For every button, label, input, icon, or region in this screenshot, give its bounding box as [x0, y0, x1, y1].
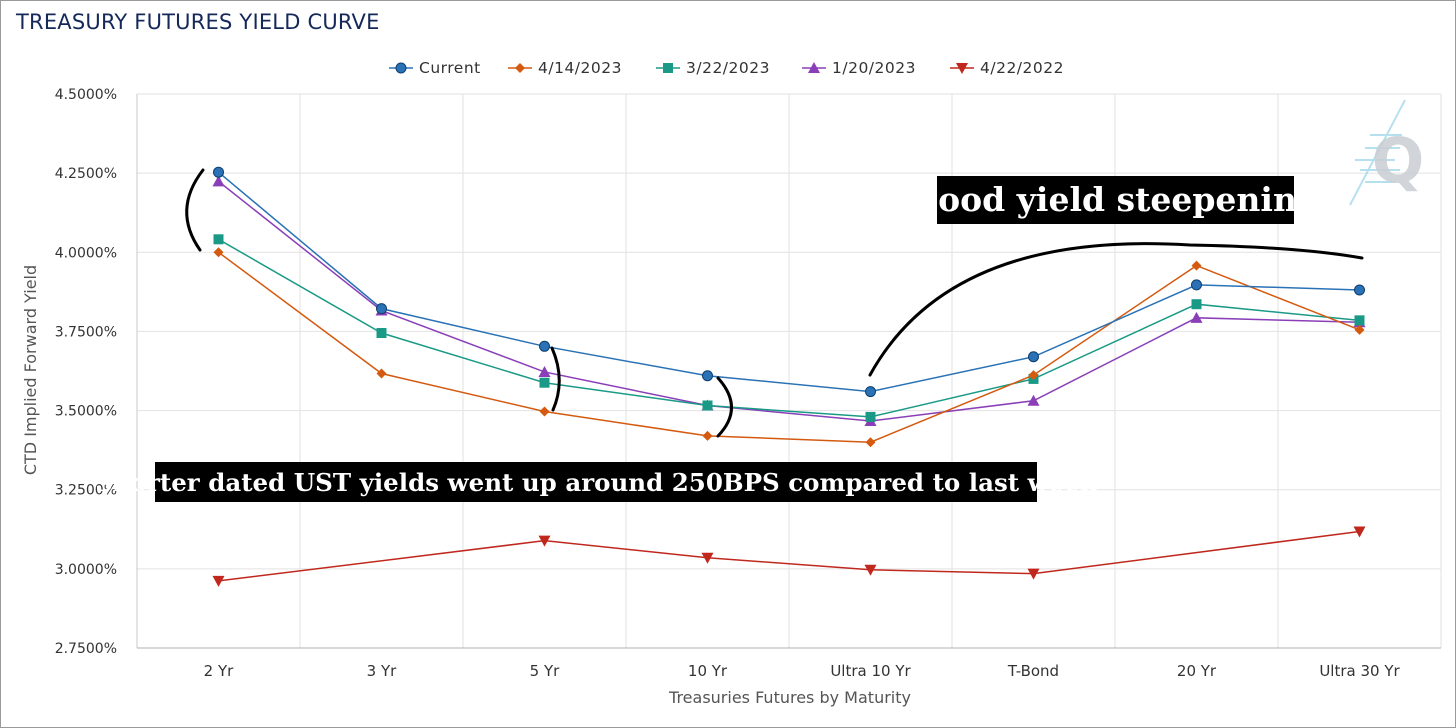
x-tick-label: 20 Yr: [1177, 662, 1217, 680]
y-tick-label: 3.2500%: [55, 483, 117, 499]
annotation-strokes: [185, 168, 1364, 438]
data-point: [539, 340, 550, 352]
annotation-good-steepening: Good yield steepening: [910, 176, 1320, 224]
series-line: [218, 238, 1360, 418]
data-point: [376, 328, 387, 339]
y-axis-title: CTD Implied Forward Yield: [21, 265, 40, 475]
annotation-text-shorter-dated: Shorter dated UST yields went up around …: [95, 468, 1098, 497]
legend-item[interactable]: Current: [389, 59, 481, 77]
data-point: [865, 386, 876, 398]
y-tick-label: 3.5000%: [55, 404, 117, 420]
legend-label: 3/22/2023: [686, 59, 770, 77]
y-tick-label: 4.0000%: [55, 245, 117, 261]
series-line: [218, 180, 1360, 422]
y-tick-label: 4.5000%: [55, 87, 117, 103]
data-point: [1354, 284, 1365, 296]
data-point: [1353, 526, 1366, 538]
data-point: [538, 365, 551, 377]
x-tick-label: 2 Yr: [204, 662, 234, 680]
series-line: [218, 530, 1360, 582]
data-point: [376, 368, 387, 379]
bracket-5yr: [550, 346, 561, 412]
x-tick-label: Ultra 10 Yr: [830, 662, 911, 680]
q-logo-watermark: Q: [1349, 99, 1425, 206]
legend-label: 1/20/2023: [832, 59, 916, 77]
grid-lines: [136, 93, 1442, 649]
data-point: [864, 564, 877, 576]
legend-marker: [956, 63, 968, 74]
data-point: [865, 437, 876, 448]
chart-title: TREASURY FUTURES YIELD CURVE: [16, 10, 380, 34]
data-point: [702, 430, 713, 441]
data-point: [213, 234, 224, 245]
data-point: [212, 575, 225, 587]
y-tick-label: 3.0000%: [55, 562, 117, 578]
y-tick-label: 2.7500%: [55, 641, 117, 657]
data-point: [1354, 324, 1365, 335]
data-point: [1190, 311, 1203, 323]
legend: Current 4/14/2023 3/22/2023 1/20/2023 4/22/2…: [389, 59, 1064, 77]
legend-label: 4/14/2023: [538, 59, 622, 77]
data-point: [538, 535, 551, 547]
legend-marker: [808, 62, 820, 73]
data-point: [213, 166, 224, 178]
legend-marker: [515, 63, 525, 73]
data-point: [1191, 279, 1202, 291]
bracket-10yr: [716, 376, 733, 438]
data-point: [1028, 351, 1039, 363]
data-point: [865, 411, 876, 422]
annotation-text-steepening: Good yield steepening: [910, 180, 1320, 219]
axes: [136, 94, 1441, 649]
data-point: [539, 406, 550, 417]
data-point: [212, 175, 225, 187]
x-tick-label: 5 Yr: [530, 662, 560, 680]
data-point: [702, 370, 713, 382]
x-axis-title: Treasuries Futures by Maturity: [668, 688, 911, 707]
data-point: [1191, 260, 1202, 271]
data-point: [1027, 568, 1040, 580]
legend-item[interactable]: 3/22/2023: [656, 59, 770, 77]
x-tick-label: Ultra 30 Yr: [1319, 662, 1400, 680]
legend-label: Current: [419, 59, 481, 77]
watermark-letter: Q: [1372, 124, 1425, 197]
series-line: [218, 251, 1360, 443]
data-point: [1028, 370, 1039, 381]
data-point: [701, 552, 714, 564]
legend-item[interactable]: 4/14/2023: [508, 59, 622, 77]
series-3-22-2023: [213, 234, 1365, 422]
annotation-shorter-dated: Shorter dated UST yields went up around …: [95, 462, 1098, 502]
x-tick-labels: 2 Yr 3 Yr 5 Yr 10 Yr Ultra 10 Yr T-Bond 20 Yr U…: [204, 662, 1401, 680]
legend-marker: [663, 63, 673, 73]
bracket-2yr: [185, 168, 205, 252]
series-line: [218, 171, 1360, 393]
series-current: [213, 166, 1365, 398]
series-4-14-2023: [213, 247, 1365, 448]
x-tick-label: 10 Yr: [688, 662, 728, 680]
legend-marker: [395, 62, 407, 74]
data-point: [213, 247, 224, 258]
legend-label: 4/22/2022: [980, 59, 1064, 77]
series-layer: [212, 166, 1366, 587]
y-tick-label: 3.7500%: [55, 324, 117, 340]
y-tick-labels: 2.7500% 3.0000% 3.2500% 3.5000% 3.7500% 4.000…: [55, 87, 117, 657]
data-point: [1191, 299, 1202, 310]
legend-item[interactable]: 1/20/2023: [802, 59, 916, 77]
x-tick-label: 3 Yr: [367, 662, 397, 680]
data-point: [539, 377, 550, 388]
legend-item[interactable]: 4/22/2022: [950, 59, 1064, 77]
steepening-arc: [868, 242, 1364, 377]
data-point: [376, 303, 387, 315]
data-point: [1354, 315, 1365, 326]
x-tick-label: T-Bond: [1007, 662, 1059, 680]
data-point: [702, 400, 713, 411]
y-tick-label: 4.2500%: [55, 166, 117, 182]
series-4-22-2022: [212, 526, 1366, 587]
data-point: [1027, 394, 1040, 406]
